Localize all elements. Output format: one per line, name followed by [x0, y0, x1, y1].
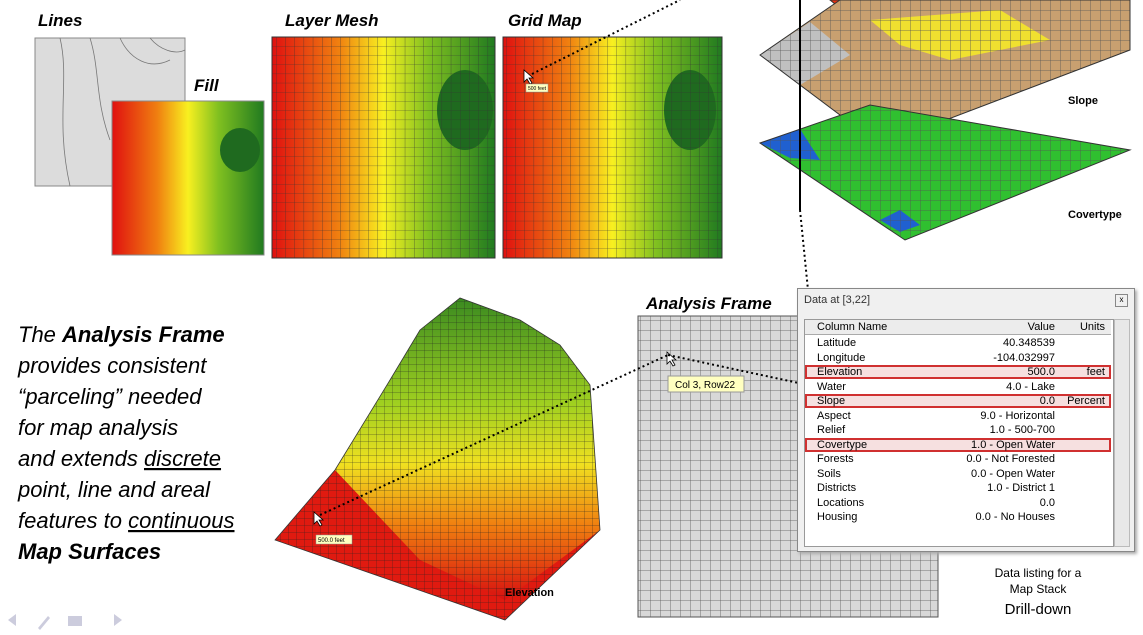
paragraph-segment: for map analysis	[18, 415, 178, 440]
data-row: Districts 1.0 - District 1	[805, 481, 1111, 495]
covertype-grid	[758, 104, 1132, 241]
data-window: Data at [3,22] x Column Name Value Units La…	[797, 288, 1135, 552]
cell-value: 0.0 - Open Water	[971, 467, 1055, 480]
paragraph-segment: provides consistent	[17, 353, 207, 378]
caption-emphasis: Drill-down	[1004, 601, 1072, 618]
cell-units: feet	[1086, 366, 1105, 378]
data-row: Aspect 9.0 - Horizontal	[805, 409, 1111, 423]
paragraph-segment: Analysis Frame	[61, 322, 225, 347]
paragraph-segment: features to	[18, 508, 128, 533]
paragraph-segment: point, line and areal	[17, 477, 211, 502]
data-row: Latitude 40.348539	[805, 336, 1111, 350]
cell-value: 0.0 - No Houses	[975, 511, 1055, 523]
data-row: Locations 0.0	[805, 496, 1111, 510]
fill-panel	[111, 100, 265, 256]
mesh-grid	[271, 36, 496, 259]
cell-name: Relief	[817, 424, 846, 436]
cell-name: Slope	[817, 395, 846, 407]
contours	[59, 37, 186, 187]
cell-name: Aspect	[817, 409, 851, 422]
column-header: Column Name	[817, 321, 888, 333]
cell-name: Latitude	[817, 337, 857, 349]
cell-value: 1.0 - District 1	[987, 482, 1055, 494]
cell-value: 40.348539	[1003, 337, 1055, 349]
cell-name: Locations	[817, 496, 865, 509]
drill-line	[799, 209, 809, 291]
frame-title: Analysis Frame	[645, 294, 772, 313]
tooltip	[667, 375, 745, 393]
cell-name: Districts	[817, 482, 857, 494]
cell-value: 4.0 - Lake	[1006, 380, 1055, 393]
data-row: Elevation 500.0 feet	[805, 365, 1111, 379]
cell-name: Elevation	[817, 366, 863, 378]
fill-peak	[220, 128, 260, 172]
paragraph-segment: The	[18, 322, 62, 347]
cell-value: 500.0	[1027, 366, 1055, 378]
tooltip	[525, 83, 549, 93]
cell-value: 0.0	[1039, 395, 1055, 407]
column-header: Value	[1027, 321, 1055, 333]
data-row: Relief 1.0 - 500-700	[805, 423, 1111, 437]
scrollbar[interactable]	[1114, 319, 1130, 547]
cell-name: Housing	[817, 511, 858, 523]
layer-label: Covertype	[1068, 209, 1122, 221]
panel-label: Fill	[194, 76, 220, 95]
panel-label: Grid Map	[508, 11, 582, 30]
data-list: Column Name Value Units Latitude 40.348539 Lo…	[804, 319, 1114, 547]
cell-value: 0.0	[1039, 496, 1055, 509]
cursor	[523, 69, 535, 85]
column-header: Units	[1079, 321, 1105, 333]
cell-name: Covertype	[817, 438, 868, 451]
caption: Map Stack	[1009, 582, 1067, 596]
cell-value: 0.0 - Not Forested	[966, 453, 1055, 465]
cell-name: Forests	[817, 453, 854, 465]
caption: Data listing for a	[994, 566, 1082, 580]
tooltip-text: 500.0 feet	[318, 538, 345, 544]
tooltip-text: 500 feet	[528, 86, 547, 92]
nav-icons	[8, 614, 122, 630]
window-title: Data at [3,22]	[804, 294, 871, 306]
paragraph-segment: continuous	[128, 508, 234, 533]
data-row: Water 4.0 - Lake	[805, 380, 1111, 394]
panel-label: Lines	[38, 11, 82, 30]
paragraph-segment: “parceling” needed	[18, 384, 202, 409]
cell-units: Percent	[1067, 395, 1105, 407]
cell-value: 9.0 - Horizontal	[980, 409, 1055, 422]
header-row: Column Name Value Units	[805, 320, 1111, 335]
paragraph-segment: discrete	[144, 446, 221, 471]
cell-value: 1.0 - Open Water	[971, 438, 1055, 451]
cell-name: Longitude	[817, 351, 866, 364]
layer-label: Slope	[1068, 95, 1098, 107]
close-button[interactable]: x	[1115, 294, 1128, 307]
data-row: Housing 0.0 - No Houses	[805, 510, 1111, 524]
data-row: Covertype 1.0 - Open Water	[805, 437, 1111, 452]
cell-name: Soils	[817, 467, 841, 480]
panel-label: Layer Mesh	[285, 11, 379, 30]
paragraph-segment: and extends	[18, 446, 144, 471]
cell-value: 1.0 - 500-700	[989, 424, 1055, 436]
tooltip	[315, 534, 353, 545]
data-row: Longitude -104.032997	[805, 351, 1111, 365]
elevation-label: Elevation	[505, 587, 554, 599]
cell-value: -104.032997	[993, 351, 1055, 364]
connector	[667, 354, 809, 386]
paragraph: The Analysis Frame provides consistent “pa…	[17, 322, 235, 564]
tooltip-text: Col 3, Row22	[675, 380, 735, 391]
connector	[319, 354, 669, 516]
data-row: Soils 0.0 - Open Water	[805, 467, 1111, 481]
cell-name: Water	[817, 380, 846, 393]
elevation-grid	[274, 297, 601, 621]
data-row: Forests 0.0 - Not Forested	[805, 452, 1111, 466]
data-row: Slope 0.0 Percent	[805, 394, 1111, 408]
grid-map-grid	[502, 36, 723, 259]
cursor	[313, 511, 325, 527]
paragraph-segment: Map Surfaces	[18, 539, 161, 564]
